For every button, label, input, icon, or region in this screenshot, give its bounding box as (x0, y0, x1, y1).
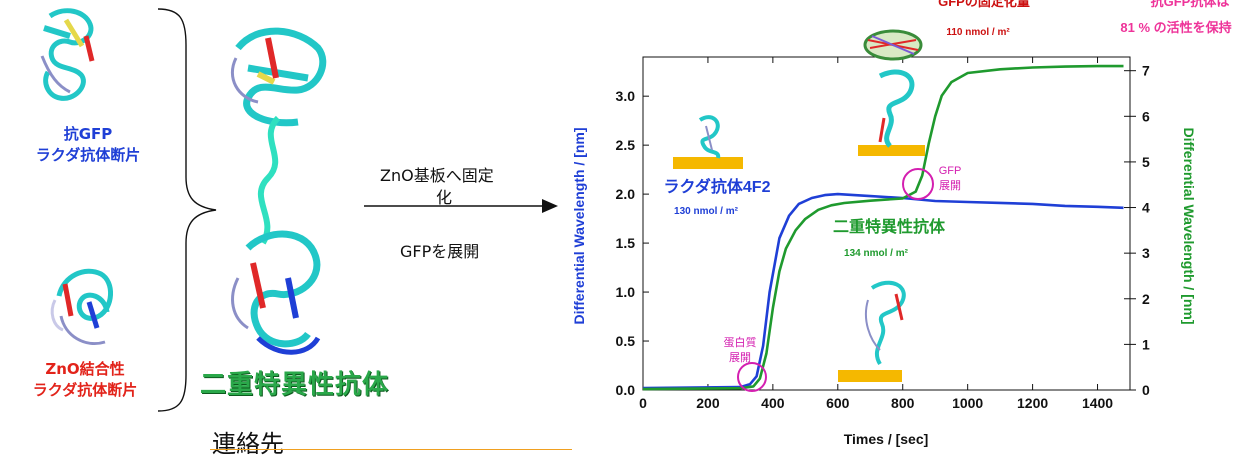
activity-line2: 81 % の活性を保持 (1120, 20, 1231, 35)
anti-gfp-label-line1: 抗GFP (63, 125, 113, 143)
process-step-gfp-unfold: GFPを展開 (400, 242, 480, 261)
gfp-unfold-line1: GFP (939, 165, 962, 177)
bispecific-antibody-label: 二重特異性抗体 (200, 370, 390, 400)
x-tick-label: 600 (826, 395, 850, 411)
anti-gfp-label-line2: ラクダ抗体断片 (35, 146, 141, 164)
y-left-tick-label: 2.5 (616, 137, 636, 153)
zno-binding-structure-image (45, 256, 125, 356)
activity-line1: 抗GFP抗体は (1151, 0, 1230, 9)
y-axis-right-label: Differential Wavelength / [nm] (1181, 127, 1197, 324)
gfp-unfold-line2: 展開 (939, 179, 961, 192)
surface-plate (858, 145, 925, 156)
series-line-left (642, 192, 1124, 390)
camel-antibody-value: 130 nmol / m² (674, 206, 739, 217)
process-arrow (364, 199, 558, 213)
gfp-barrel-molecule-icon (863, 29, 923, 61)
series-line-right (642, 64, 1124, 391)
x-tick-label: 1200 (1017, 395, 1048, 411)
grouping-brace (157, 8, 217, 412)
unfolded-antibody-molecule-icon (864, 280, 906, 366)
y-left-tick-label: 3.0 (616, 88, 636, 104)
surface-plate (838, 370, 902, 382)
x-tick-label: 1400 (1082, 395, 1113, 411)
immobilized-antibody-molecule-icon (878, 69, 915, 148)
y-axis-left-label: Differential Wavelength / [nm] (571, 127, 587, 324)
anti-gfp-structure-image (30, 6, 105, 114)
camel-antibody-name: ラクダ抗体4F2 (664, 177, 771, 196)
y-left-tick-label: 0.0 (616, 382, 636, 398)
zno-label-line2: ラクダ抗体断片 (32, 381, 138, 399)
process-step-immobilize-cont: 化 (436, 188, 453, 207)
protein-unfold-line1: 蛋白質 (724, 335, 757, 349)
surface-plate (673, 157, 743, 169)
y-right-tick-label: 2 (1142, 291, 1150, 307)
y-left-tick-label: 2.0 (616, 186, 636, 202)
gfp-amount-value: 110 nmol / m² (946, 27, 1010, 38)
y-left-tick-label: 1.5 (616, 235, 636, 251)
gfp-unfold-marker (902, 168, 934, 200)
x-tick-label: 200 (696, 395, 720, 411)
protein-unfold-marker (737, 362, 767, 392)
y-right-tick-label: 7 (1142, 63, 1150, 79)
zno-label-line1: ZnO結合性 (45, 360, 125, 378)
bispecific-antibody-structure-image (218, 18, 333, 368)
y-right-tick-label: 4 (1142, 200, 1150, 216)
process-step-immobilize: ZnO基板へ固定 (380, 166, 494, 185)
bispecific-series-value: 134 nmol / m² (844, 248, 909, 259)
series-lines (642, 64, 1124, 391)
x-tick-label: 800 (891, 395, 915, 411)
y-right-tick-label: 6 (1142, 108, 1150, 124)
x-tick-label: 1000 (952, 395, 983, 411)
y-right-tick-label: 5 (1142, 154, 1150, 170)
y-right-tick-label: 3 (1142, 245, 1150, 261)
bispecific-series-name: 二重特異性抗体 (833, 217, 946, 236)
y-right-tick-label: 1 (1142, 336, 1150, 352)
y-left-tick-label: 0.5 (616, 333, 636, 349)
y-left-tick-label: 1.0 (616, 284, 636, 300)
x-tick-label: 400 (761, 395, 785, 411)
x-axis-label: Times / [sec] (844, 431, 929, 447)
camel-antibody-molecule-icon (698, 115, 721, 159)
y-right-tick-label: 0 (1142, 382, 1150, 398)
protein-unfold-line2: 展開 (729, 351, 751, 364)
axis-ticks: 0 200 400 600 800 1000 1200 1400 0.0 0.5 1.0 1.5 2.0… (616, 57, 1150, 411)
x-tick-label: 0 (639, 395, 647, 411)
gfp-amount-title: GFPの固定化量 (938, 0, 1030, 9)
